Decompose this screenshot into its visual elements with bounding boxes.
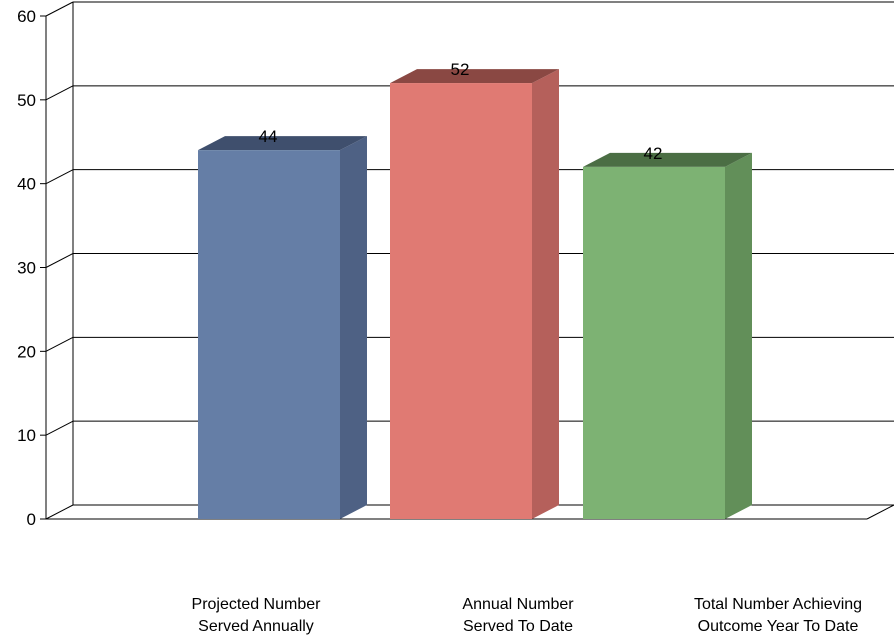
data-label: 42 [644, 144, 663, 163]
gridline-depth [45, 504, 74, 520]
bar-side [340, 136, 367, 519]
bar-side [725, 152, 752, 519]
x-tick-label: Annual Number Served To Date [462, 596, 574, 635]
data-labels: 44 52 42 [259, 60, 663, 163]
bar-top [390, 69, 559, 84]
bar [390, 83, 532, 520]
data-label: 44 [259, 127, 278, 146]
y-tick-label: 50 [17, 91, 36, 110]
gridline-depth [45, 169, 74, 185]
y-tick-label: 40 [17, 175, 36, 194]
gridline-depth [45, 336, 74, 352]
y-tick-label: 0 [27, 510, 36, 529]
gridline-depth [45, 420, 74, 436]
bar [583, 166, 725, 519]
x-tick-label: Projected Number Served Annually [191, 596, 321, 635]
bars [198, 69, 752, 520]
gridline-depth [45, 1, 74, 17]
bar [198, 150, 340, 519]
y-tick-label: 20 [17, 342, 36, 361]
x-axis-depth [866, 504, 894, 520]
y-tick-label: 60 [17, 7, 36, 26]
gridline-depth [45, 253, 74, 268]
gridline-depth [45, 85, 74, 101]
bar-side [532, 69, 559, 520]
x-tick-label: Total Number Achieving Outcome Year To D… [693, 596, 863, 635]
y-tick-label: 30 [17, 259, 36, 278]
bar-top [198, 136, 367, 151]
y-tick-label: 10 [17, 426, 36, 445]
data-label: 52 [451, 60, 470, 79]
bar-top [583, 152, 752, 167]
axes: 0 10 20 30 40 50 60 [17, 2, 894, 529]
